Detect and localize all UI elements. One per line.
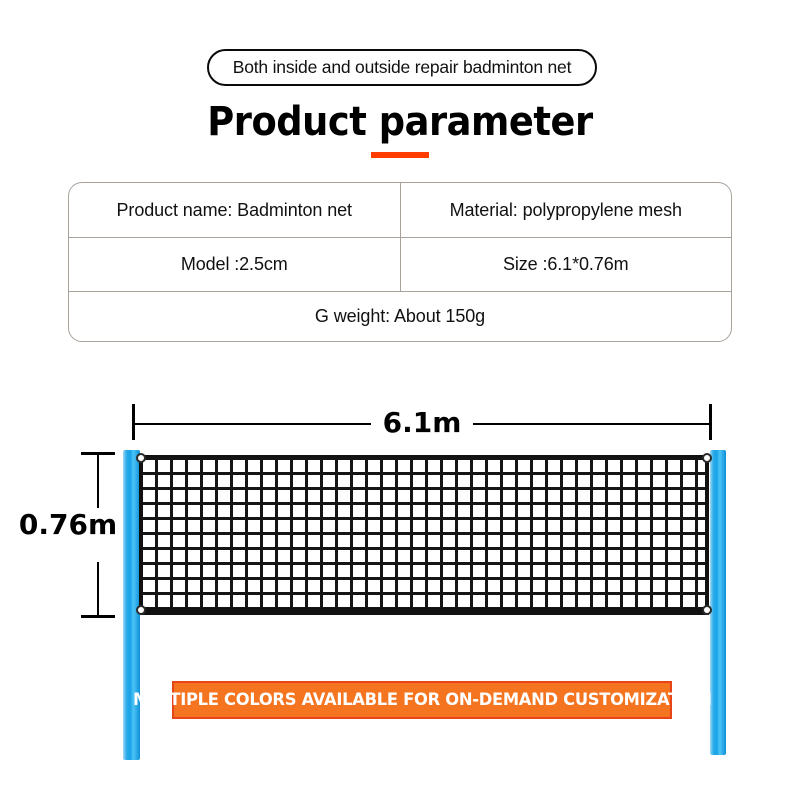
spec-cell-size: Size :6.1*0.76m [399, 238, 732, 291]
net-pole-right-icon [710, 450, 726, 755]
net-corner-clip-icon [136, 605, 146, 615]
badminton-net-mesh-icon [140, 457, 709, 614]
dimension-line-left-icon [133, 423, 371, 425]
promo-banner: MULTIPLE COLORS AVAILABLE FOR ON-DEMAND … [133, 681, 712, 719]
height-dimension-label: 0.76m [18, 508, 118, 541]
net-left-edge [139, 457, 143, 614]
spec-cell-product-name: Product name: Badminton net [116, 199, 353, 220]
promo-banner-text: MULTIPLE COLORS AVAILABLE FOR ON-DEMAND … [132, 690, 712, 710]
width-dimension-label: 6.1m [382, 406, 462, 439]
net-corner-clip-icon [702, 605, 712, 615]
table-row: Product name: Badminton net Material: po… [69, 183, 731, 237]
net-corner-clip-icon [136, 453, 146, 463]
page-title: Product parameter [207, 99, 593, 145]
heading-accent-rule [371, 152, 429, 158]
dimension-line-top-icon [97, 453, 99, 508]
dimension-line-bottom-icon [97, 562, 99, 617]
table-row: G weight: About 150g [69, 291, 731, 341]
height-dimension-line [80, 452, 118, 618]
specification-table: Product name: Badminton net Material: po… [68, 182, 732, 342]
tagline-badge: Both inside and outside repair badminton… [207, 49, 597, 86]
spec-cell-model: Model :2.5cm [180, 254, 288, 274]
dimension-cap-left-icon [132, 404, 135, 440]
width-dimension-line: 6.1m [132, 404, 712, 444]
dimension-line-right-icon [473, 423, 711, 425]
table-row: Model :2.5cm Size :6.1*0.76m [69, 237, 731, 291]
dimension-cap-right-icon [709, 404, 712, 440]
net-corner-clip-icon [702, 453, 712, 463]
net-right-edge [705, 457, 709, 614]
tagline-badge-text: Both inside and outside repair badminton… [232, 57, 572, 77]
spec-cell-material: Material: polypropylene mesh [399, 183, 732, 237]
spec-cell-gross-weight: G weight: About 150g [314, 306, 486, 326]
net-bottom-band [140, 608, 709, 615]
net-pole-left-icon [123, 450, 140, 760]
